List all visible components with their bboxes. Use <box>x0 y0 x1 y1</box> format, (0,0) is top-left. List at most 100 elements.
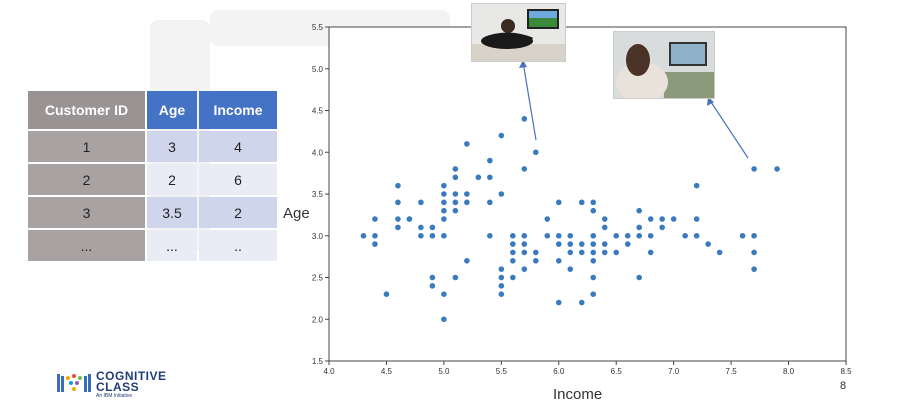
data-point <box>567 232 574 239</box>
data-point <box>601 249 608 256</box>
data-point <box>693 216 700 222</box>
data-point <box>441 199 447 206</box>
table-cell: ... <box>147 230 197 261</box>
x-tick-label: 6.0 <box>553 367 565 376</box>
data-point <box>590 241 597 247</box>
woman-watching-tv-icon <box>613 31 715 99</box>
person-watching-tv-icon <box>471 3 566 62</box>
data-point <box>383 291 390 298</box>
data-point <box>751 266 757 272</box>
table-cell: 4 <box>199 131 277 162</box>
cognitive-class-logo-icon <box>57 374 91 392</box>
x-axis-ticks: 4.0 4.5 5.0 5.5 6.0 6.5 7.0 7.5 8.0 8.5 <box>323 361 852 376</box>
data-point <box>774 166 780 172</box>
data-point <box>510 241 516 247</box>
data-point <box>555 232 562 239</box>
arrow-line-2 <box>708 98 749 159</box>
data-point <box>464 199 470 206</box>
data-point <box>751 232 757 239</box>
data-point <box>441 232 447 239</box>
data-point <box>624 241 631 247</box>
data-point <box>418 199 424 206</box>
data-point <box>498 291 505 298</box>
data-point <box>521 116 528 122</box>
table-cell: 1 <box>28 131 145 162</box>
x-tick-label: 5.5 <box>496 367 508 376</box>
data-point <box>636 224 642 231</box>
y-tick-label: 3.0 <box>312 232 324 241</box>
data-point <box>613 232 620 239</box>
y-tick-label: 5.0 <box>312 65 324 74</box>
data-point <box>521 166 528 172</box>
table-cell: 2 <box>199 197 277 228</box>
data-point <box>429 224 436 231</box>
data-point <box>510 232 516 239</box>
data-point <box>395 216 401 222</box>
data-point <box>395 224 401 231</box>
data-point <box>636 232 642 239</box>
data-point <box>567 249 574 256</box>
data-point <box>521 241 528 247</box>
x-tick-label: 7.0 <box>668 367 680 376</box>
x-tick-label: 7.5 <box>726 367 738 376</box>
data-point <box>429 274 436 281</box>
data-point <box>395 182 401 189</box>
table-row: 3 3.5 2 <box>28 197 277 228</box>
y-axis-label: Age <box>283 205 310 222</box>
table-header-row: Customer ID Age Income <box>28 91 277 129</box>
data-point <box>498 283 505 289</box>
data-point <box>659 216 665 222</box>
data-point <box>452 166 459 172</box>
data-point <box>441 216 447 222</box>
arrow-head-2 <box>707 97 714 106</box>
data-point <box>372 216 378 222</box>
x-tick-label: 6.5 <box>611 367 623 376</box>
data-point <box>659 224 665 231</box>
data-point <box>464 141 470 147</box>
cognitive-class-logo: COGNITIVE CLASS An IBM Initiative <box>56 370 167 399</box>
data-point <box>418 232 424 239</box>
data-point <box>510 258 516 264</box>
data-point <box>647 232 654 239</box>
data-point <box>498 132 505 139</box>
data-point <box>533 249 539 256</box>
data-point <box>613 249 620 256</box>
data-point <box>590 232 597 239</box>
y-tick-label: 3.5 <box>312 190 324 199</box>
data-point <box>578 241 585 247</box>
data-point <box>567 241 574 247</box>
data-point <box>395 199 401 206</box>
arrow-head-1 <box>519 60 527 68</box>
data-point <box>487 199 493 206</box>
data-point <box>418 224 424 231</box>
slide-number: 8 <box>840 380 847 392</box>
data-point <box>590 291 597 298</box>
y-tick-label: 5.5 <box>312 23 324 32</box>
table-cell: .. <box>199 230 277 261</box>
data-point <box>636 207 642 214</box>
y-tick-label: 2.5 <box>312 274 324 283</box>
data-point <box>452 191 459 197</box>
x-tick-label: 5.0 <box>438 367 450 376</box>
data-point <box>406 216 413 222</box>
customer-table: Customer ID Age Income 1 3 4 2 2 6 3 3.5… <box>26 89 279 263</box>
column-header-age: Age <box>147 91 197 129</box>
data-point <box>487 174 493 181</box>
data-point <box>452 199 459 206</box>
data-point <box>647 249 654 256</box>
data-point <box>441 191 447 197</box>
data-point <box>441 182 447 189</box>
data-point <box>555 199 562 206</box>
data-point <box>510 274 516 281</box>
data-point <box>372 232 378 239</box>
table-cell: 2 <box>28 164 145 195</box>
table-cell: 3 <box>28 197 145 228</box>
data-point <box>487 232 493 239</box>
data-point <box>555 241 562 247</box>
data-point <box>601 216 608 222</box>
data-point <box>590 199 597 206</box>
plot-area <box>328 26 847 362</box>
x-axis-label: Income <box>553 386 603 403</box>
data-point <box>441 291 447 298</box>
